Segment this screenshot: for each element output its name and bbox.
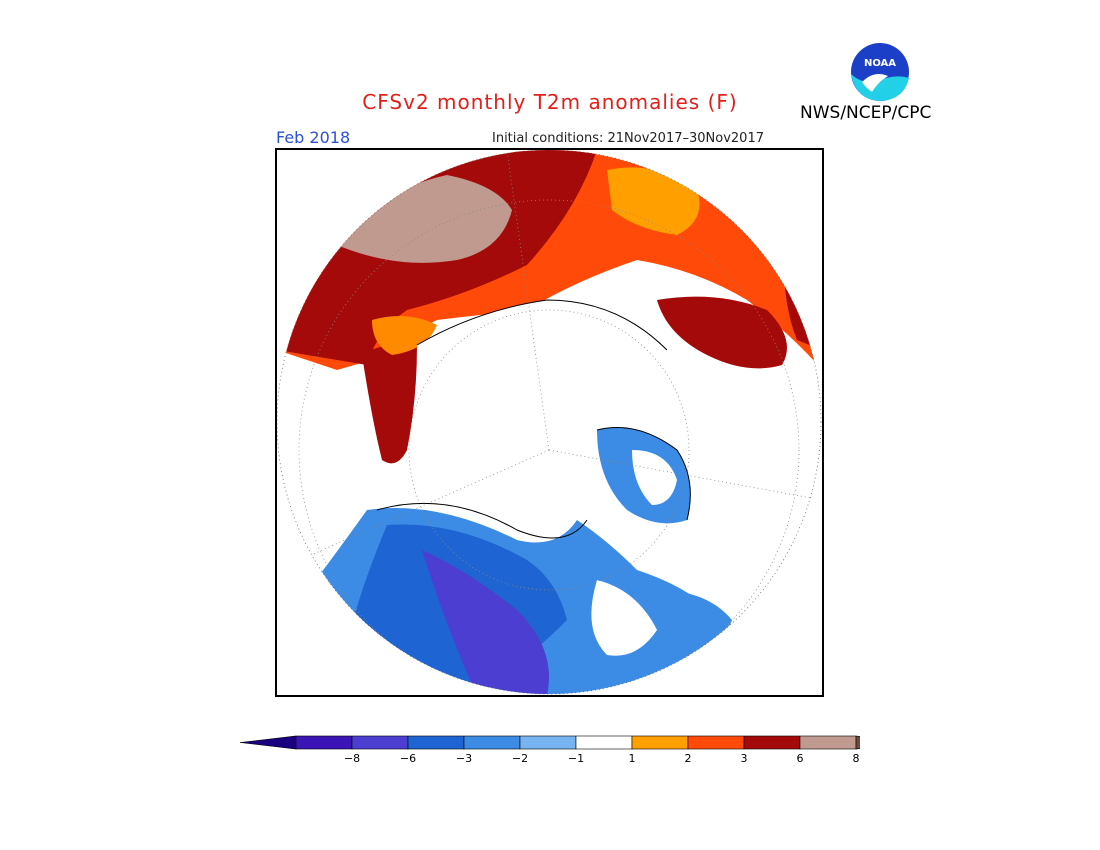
graticule-meridian [277,449,550,571]
polar-map [277,150,822,695]
graticule-circle-outer [298,199,800,694]
colorbar-swatch [351,735,409,750]
colorbar-swatch [631,735,689,750]
coastline [376,502,588,539]
colorbar-tick-label: −1 [568,752,584,765]
coastline [416,299,668,351]
noaa-logo: NOAA [849,41,911,103]
colorbar-tick-label: 8 [853,752,860,765]
initial-conditions: Initial conditions: 21Nov2017–30Nov2017 [492,131,764,146]
graticule-circle [408,309,690,591]
agency-label: NWS/NCEP/CPC [800,103,932,123]
anomaly-region-greenland [362,343,417,464]
colorbar-swatch [463,735,521,750]
colorbar-swatch [743,735,801,750]
anomaly-region-cold-minus6 [422,550,549,694]
colorbar-tick-label: 6 [797,752,804,765]
noaa-logo-text: NOAA [864,58,896,69]
colorbar-tick-label: −2 [512,752,528,765]
colorbar-tick-label: −3 [456,752,472,765]
colorbar-swatch [295,735,353,750]
colorbar-swatch [519,735,577,750]
colorbar-swatch [799,735,857,750]
anomaly-region-greenland-edge [372,316,437,355]
colorbar: −8 −6 −3 −2 −1 1 2 3 6 8 [240,735,860,765]
anomaly-region-over8 [337,175,512,263]
graticule-meridian [506,150,550,451]
colorbar-tick-label: 3 [741,752,748,765]
colorbar-high-arrow [855,735,860,750]
forecast-month: Feb 2018 [276,128,351,147]
map-panel [275,148,824,697]
colorbar-tick-label: −8 [344,752,360,765]
colorbar-swatch [575,735,633,750]
anomaly-region-neutral-hudson [591,580,657,656]
anomaly-region-neutral-north [632,450,677,505]
colorbar-tick-label: 2 [685,752,692,765]
colorbar-low-arrow [240,735,297,750]
map-outline [277,150,822,695]
coastline [596,427,691,521]
page-title: CFSv2 monthly T2m anomalies (F) [362,90,738,114]
colorbar-swatch [407,735,465,750]
colorbar-swatch [687,735,745,750]
anomaly-region-2to3 [607,167,700,235]
anomaly-region-6to8-east [657,296,787,369]
colorbar-tick-label: 1 [629,752,636,765]
colorbar-tick-label: −6 [400,752,416,765]
